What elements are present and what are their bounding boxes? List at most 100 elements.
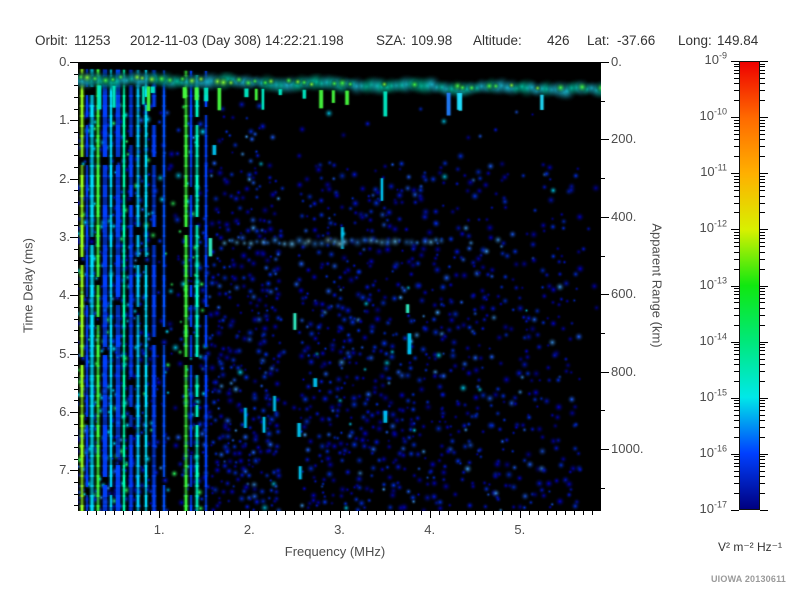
y-right-tick-label: 600. <box>611 286 637 302</box>
colorbar-minor-tick <box>760 470 765 472</box>
colorbar-minor-tick <box>760 258 765 260</box>
colorbar-minor-tick <box>760 238 765 240</box>
colorbar-major-tick <box>731 173 739 175</box>
x-axis-minor-tick <box>141 511 143 515</box>
long-label: Long: <box>678 33 712 48</box>
colorbar-minor-tick <box>760 347 765 349</box>
colorbar-minor-tick <box>760 297 765 299</box>
colorbar-minor-tick <box>760 462 765 464</box>
y-right-tick <box>601 62 609 63</box>
x-axis-minor-tick <box>591 511 593 515</box>
colorbar-minor-tick <box>760 344 765 346</box>
y-right-tick <box>601 294 609 296</box>
colorbar-tick-label: 10-15 <box>699 387 727 404</box>
x-axis-minor-tick <box>186 511 188 515</box>
x-axis-minor-tick <box>438 511 440 515</box>
x-axis-tick <box>519 511 521 518</box>
x-axis-minor-tick <box>546 511 548 515</box>
colorbar-tick-label: 10-14 <box>699 331 727 348</box>
lat-label: Lat: <box>587 33 610 48</box>
colorbar-major-tick <box>760 229 768 231</box>
colorbar-minor-tick <box>760 380 765 382</box>
x-axis-minor-tick <box>204 511 206 515</box>
colorbar-minor-tick <box>760 459 765 461</box>
sza-value: 109.98 <box>411 33 453 48</box>
x-axis-minor-tick <box>483 511 485 515</box>
colorbar-major-tick <box>731 341 739 343</box>
x-axis-minor-tick <box>447 511 449 515</box>
y-right-tick-label: 1000. <box>611 441 644 457</box>
colorbar-major-tick <box>760 173 768 175</box>
colorbar-minor-tick <box>760 307 765 309</box>
colorbar-minor-tick <box>760 63 765 65</box>
colorbar-tick-label: 10-12 <box>699 219 727 236</box>
y-right-tick-label: 200. <box>611 131 637 147</box>
y-right-minor-tick <box>601 332 605 334</box>
x-axis-minor-tick <box>393 511 395 515</box>
colorbar-minor-tick <box>760 294 765 296</box>
x-axis-minor-tick <box>177 511 179 515</box>
x-axis-minor-tick <box>411 511 413 515</box>
colorbar-minor-tick <box>760 288 765 290</box>
colorbar-minor-tick <box>760 354 765 356</box>
y-left-tick <box>70 236 78 238</box>
x-axis-minor-tick <box>240 511 242 515</box>
colorbar-minor-tick <box>760 400 765 402</box>
x-axis-minor-tick <box>348 511 350 515</box>
x-axis-title: Frequency (MHz) <box>284 544 386 559</box>
colorbar-minor-tick <box>760 90 765 92</box>
x-axis-minor-tick <box>276 511 278 515</box>
x-axis-minor-tick <box>501 511 503 515</box>
y-left-tick <box>70 178 78 180</box>
lat-value: -37.66 <box>617 33 656 48</box>
colorbar-minor-tick <box>760 202 765 204</box>
colorbar-tick-label: 10-13 <box>699 275 727 292</box>
colorbar-minor-tick <box>760 324 765 326</box>
x-axis-minor-tick <box>213 511 215 515</box>
colorbar-tick-label: 10-16 <box>699 443 727 460</box>
y-left-tick-label: 5. <box>59 345 70 361</box>
colorbar-minor-tick <box>760 195 765 197</box>
y-left-tick-label: 6. <box>59 403 70 419</box>
x-axis-minor-tick <box>366 511 368 515</box>
colorbar-minor-tick <box>760 350 765 352</box>
y-left-tick-label: 1. <box>59 112 70 128</box>
colorbar-minor-tick <box>760 175 765 177</box>
x-axis-minor-tick <box>456 511 458 515</box>
colorbar-minor-tick <box>760 410 765 412</box>
colorbar-minor-tick <box>760 246 765 248</box>
colorbar-minor-tick <box>760 69 765 71</box>
x-axis-minor-tick <box>492 511 494 515</box>
colorbar-minor-tick <box>760 420 765 422</box>
colorbar-major-tick <box>760 397 768 399</box>
colorbar <box>739 61 760 510</box>
y-right-tick <box>601 216 609 218</box>
y-right-minor-tick <box>601 255 605 257</box>
y-right-tick <box>601 139 609 141</box>
x-axis-minor-tick <box>222 511 224 515</box>
y-right-tick-label: 400. <box>611 208 637 224</box>
y-axis-title-right: Apparent Range (km) <box>649 223 665 348</box>
colorbar-tick-label: 10-10 <box>699 106 727 124</box>
colorbar-tick-label: 10-11 <box>700 162 727 180</box>
x-axis-minor-tick <box>582 511 584 515</box>
colorbar-minor-tick <box>760 119 765 121</box>
colorbar-major-tick <box>731 229 739 231</box>
x-axis-minor-tick <box>312 511 314 515</box>
y-right-minor-tick <box>601 487 605 489</box>
colorbar-major-tick <box>760 341 768 343</box>
colorbar-major-tick <box>731 510 739 511</box>
y-left-tick-label: 4. <box>59 287 70 303</box>
x-axis-minor-tick <box>573 511 575 515</box>
x-axis-minor-tick <box>357 511 359 515</box>
y-right-tick <box>601 371 609 373</box>
colorbar-minor-tick <box>760 403 765 405</box>
altitude-label: Altitude: <box>473 33 522 48</box>
x-axis-minor-tick <box>132 511 134 515</box>
x-axis-minor-tick <box>321 511 323 515</box>
colorbar-major-tick <box>731 453 739 455</box>
x-axis-minor-tick <box>564 511 566 515</box>
y-left-tick <box>70 470 78 472</box>
x-axis-tick-label: 1. <box>153 522 165 537</box>
